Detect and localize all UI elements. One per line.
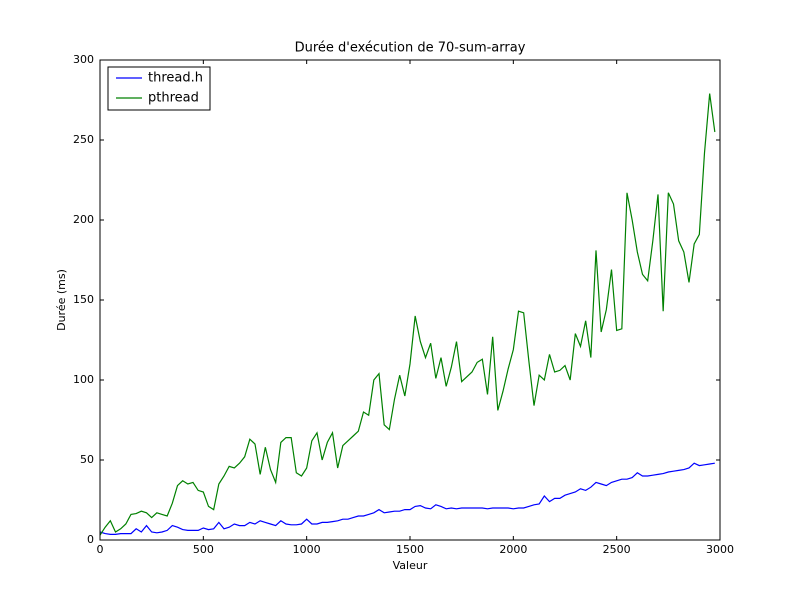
- y-tick-label: 50: [80, 453, 94, 466]
- x-tick-label: 2000: [499, 543, 527, 556]
- y-tick-label: 250: [73, 133, 94, 146]
- x-tick-label: 1000: [293, 543, 321, 556]
- chart-title: Durée d'exécution de 70-sum-array: [295, 41, 526, 56]
- legend-label: thread.h: [148, 71, 203, 86]
- y-tick-label: 150: [73, 293, 94, 306]
- data-line: [99, 93, 716, 536]
- x-tick-label: 500: [193, 543, 214, 556]
- y-tick-label: 100: [73, 373, 94, 386]
- y-axis-label: Durée (ms): [55, 269, 68, 331]
- plot-frame: [99, 59, 721, 541]
- y-tick-label: 300: [73, 53, 94, 66]
- y-tick-label: 200: [73, 213, 94, 226]
- x-axis-label: Valeur: [393, 559, 428, 572]
- legend-label: pthread: [148, 91, 199, 106]
- y-tick-label: 0: [87, 533, 94, 546]
- x-tick-label: 3000: [706, 543, 734, 556]
- legend: thread.h pthread: [107, 66, 211, 111]
- x-tick-label: 1500: [396, 543, 424, 556]
- data-line: [99, 462, 715, 535]
- x-tick-label: 2500: [603, 543, 631, 556]
- legend-box: [107, 66, 211, 111]
- x-tick-label: 0: [97, 543, 104, 556]
